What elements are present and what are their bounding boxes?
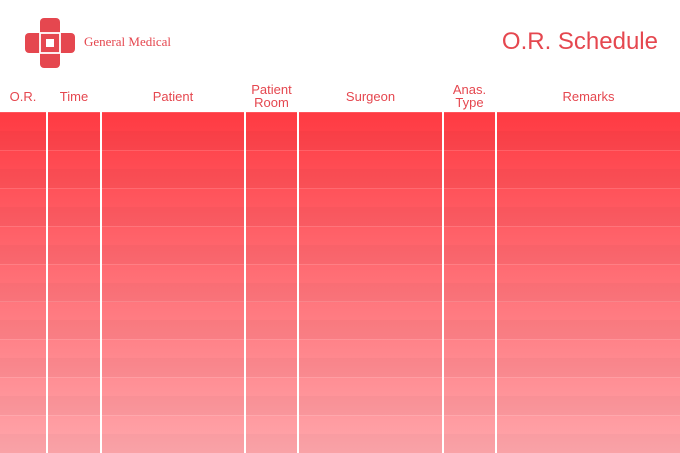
header: General Medical O.R. Schedule: [0, 0, 680, 78]
table-row: [0, 358, 680, 377]
column-divider: [297, 112, 299, 453]
column-header-remarks: Remarks: [562, 88, 615, 104]
table-row-separator: [0, 226, 680, 227]
column-divider: [495, 112, 497, 453]
column-divider: [442, 112, 444, 453]
column-divider: [244, 112, 246, 453]
table-row-separator: [0, 150, 680, 151]
column-header-patient-room: Patient Room: [251, 82, 292, 110]
column-divider: [100, 112, 102, 453]
column-header-surgeon: Surgeon: [345, 88, 396, 104]
table-row: [0, 207, 680, 226]
table-header: O.R. Time Patient Patient Room Surgeon A…: [0, 80, 680, 112]
schedule-grid: [0, 112, 680, 453]
table-row-separator: [0, 301, 680, 302]
table-row-separator: [0, 415, 680, 416]
brand-name: General Medical: [84, 34, 171, 49]
table-row: [0, 320, 680, 339]
column-header-anas-type: Anas. Type: [452, 82, 487, 110]
column-divider: [46, 112, 48, 453]
table-row: [0, 434, 680, 453]
table-row-separator: [0, 377, 680, 378]
table-row-separator: [0, 112, 680, 113]
table-row-separator: [0, 264, 680, 265]
table-row: [0, 283, 680, 302]
page-title: O.R. Schedule: [501, 28, 658, 55]
table-row: [0, 245, 680, 264]
table-row: [0, 131, 680, 150]
column-header-or: O.R.: [9, 88, 37, 104]
table-row-separator: [0, 188, 680, 189]
medical-cross-icon: [25, 18, 75, 68]
column-header-time: Time: [59, 88, 89, 104]
table-row-separator: [0, 339, 680, 340]
table-row: [0, 169, 680, 188]
column-header-patient: Patient: [152, 88, 194, 104]
table-row: [0, 396, 680, 415]
